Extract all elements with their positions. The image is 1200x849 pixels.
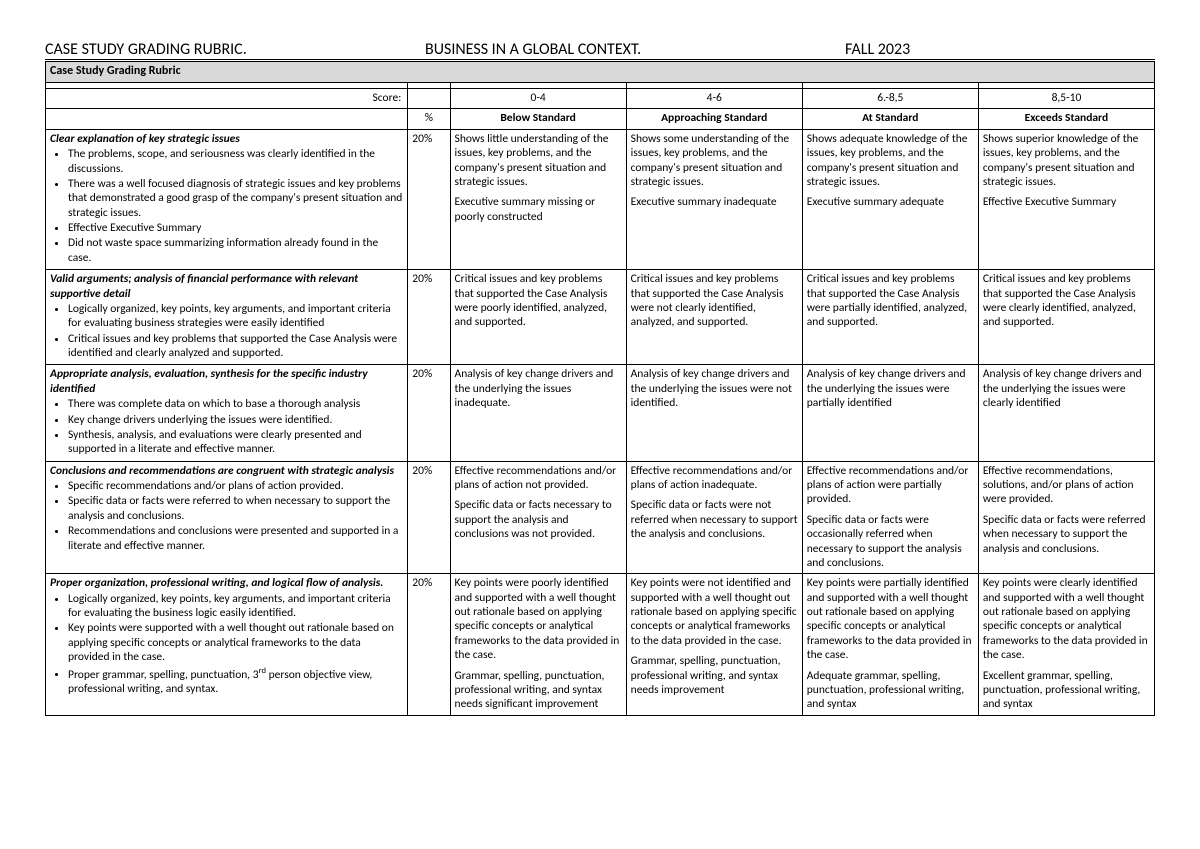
cell-r2-c0: Analysis of key change drivers and the u… — [450, 365, 626, 461]
cell-r0-c1: Shows some understanding of the issues, … — [626, 129, 802, 269]
criterion-3-pct: 20% — [408, 461, 450, 574]
cell-r1-c1: Critical issues and key problems that su… — [626, 270, 802, 365]
criterion-1: Valid arguments; analysis of financial p… — [46, 270, 408, 365]
criterion-2: Appropriate analysis, evaluation, synthe… — [46, 365, 408, 461]
level-name-0: Below Standard — [450, 109, 626, 129]
cell-r0-c3: Shows superior knowledge of the issues, … — [978, 129, 1154, 269]
header-left: CASE STUDY GRADING RUBRIC. — [45, 40, 425, 59]
criterion-4: Proper organization, professional writin… — [46, 574, 408, 715]
criterion-1-pct: 20% — [408, 270, 450, 365]
criterion-0-pct: 20% — [408, 129, 450, 269]
cell-r3-c2: Effective recommendations and/or plans o… — [802, 461, 978, 574]
score-range-3: 8,5-10 — [978, 89, 1154, 109]
cell-r2-c2: Analysis of key change drivers and the u… — [802, 365, 978, 461]
cell-r4-c1: Key points were not identified and suppo… — [626, 574, 802, 715]
level-name-2: At Standard — [802, 109, 978, 129]
cell-r0-c0: Shows little understanding of the issues… — [450, 129, 626, 269]
score-range-1: 4-6 — [626, 89, 802, 109]
criterion-3: Conclusions and recommendations are cong… — [46, 461, 408, 574]
score-label: Score: — [46, 89, 408, 109]
cell-r0-c2: Shows adequate knowledge of the issues, … — [802, 129, 978, 269]
cell-r4-c2: Key points were partially identified and… — [802, 574, 978, 715]
cell-r2-c1: Analysis of key change drivers and the u… — [626, 365, 802, 461]
cell-r4-c0: Key points were poorly identified and su… — [450, 574, 626, 715]
criterion-0: Clear explanation of key strategic issue… — [46, 129, 408, 269]
criterion-4-pct: 20% — [408, 574, 450, 715]
criterion-2-pct: 20% — [408, 365, 450, 461]
cell-r3-c1: Effective recommendations and/or plans o… — [626, 461, 802, 574]
cell-r2-c3: Analysis of key change drivers and the u… — [978, 365, 1154, 461]
score-range-2: 6.-8,5 — [802, 89, 978, 109]
rubric-table: Case Study Grading Rubric Score: 0-44-66.-… — [45, 61, 1155, 716]
page-header: CASE STUDY GRADING RUBRIC. BUSINESS IN A… — [45, 40, 1155, 60]
cell-r1-c0: Critical issues and key problems that su… — [450, 270, 626, 365]
level-name-3: Exceeds Standard — [978, 109, 1154, 129]
score-range-0: 0-4 — [450, 89, 626, 109]
header-mid: BUSINESS IN A GLOBAL CONTEXT. — [425, 40, 845, 59]
level-name-1: Approaching Standard — [626, 109, 802, 129]
table-title: Case Study Grading Rubric — [46, 62, 1155, 83]
cell-r3-c0: Effective recommendations and/or plans o… — [450, 461, 626, 574]
header-right: FALL 2023 — [845, 40, 1155, 59]
pct-symbol: % — [408, 109, 450, 129]
cell-r4-c3: Key points were clearly identified and s… — [978, 574, 1154, 715]
cell-r1-c2: Critical issues and key problems that su… — [802, 270, 978, 365]
cell-r1-c3: Critical issues and key problems that su… — [978, 270, 1154, 365]
cell-r3-c3: Effective recommendations, solutions, an… — [978, 461, 1154, 574]
